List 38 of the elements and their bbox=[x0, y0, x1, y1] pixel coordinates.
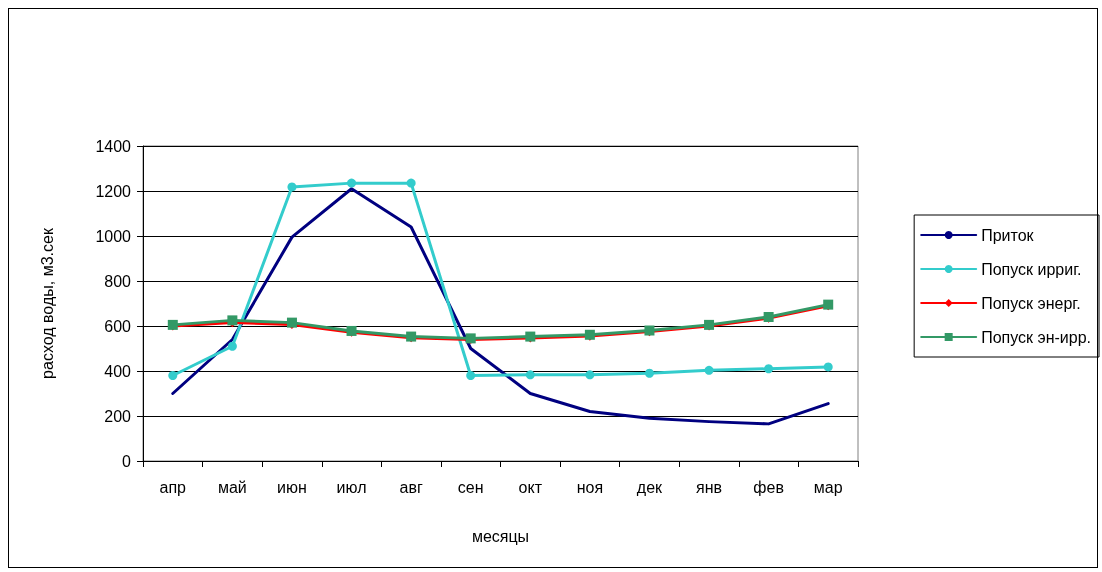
point bbox=[823, 362, 833, 372]
x-tick-label: июн bbox=[277, 478, 307, 496]
x-tick-label: авг bbox=[399, 478, 423, 496]
y-axis-title: расход воды, м3.сек bbox=[38, 227, 56, 379]
legend-label: Попуск энерг. bbox=[981, 294, 1081, 312]
point bbox=[704, 365, 714, 375]
point bbox=[585, 370, 595, 380]
legend-label: Приток bbox=[981, 226, 1035, 244]
y-tick-label: 1000 bbox=[95, 227, 132, 245]
point bbox=[525, 370, 535, 380]
y-tick-label: 0 bbox=[122, 452, 132, 470]
point bbox=[764, 364, 774, 374]
x-tick-label: апр bbox=[159, 478, 187, 496]
point bbox=[466, 371, 476, 380]
x-tick-label: окт bbox=[518, 478, 543, 496]
y-tick-label: 1400 bbox=[95, 137, 132, 155]
y-tick-label: 800 bbox=[104, 272, 132, 290]
point bbox=[168, 371, 178, 380]
x-axis-title: месяцы bbox=[471, 527, 530, 545]
x-tick-label: сен bbox=[457, 478, 484, 496]
x-tick-label: июл bbox=[336, 478, 367, 496]
legend-label: Попуск ирриг. bbox=[981, 260, 1082, 278]
x-tick-label: янв bbox=[696, 478, 723, 496]
y-tick-label: 1200 bbox=[95, 182, 132, 200]
x-tick-label: дек bbox=[636, 478, 664, 496]
x-tick-label: ноя bbox=[576, 478, 604, 496]
y-tick-label: 400 bbox=[104, 362, 132, 380]
point bbox=[347, 178, 357, 188]
x-tick-label: май bbox=[217, 478, 247, 496]
y-tick-label: 600 bbox=[104, 317, 132, 335]
point bbox=[287, 182, 297, 192]
x-tick-label: фев bbox=[753, 478, 784, 496]
point bbox=[227, 341, 237, 351]
point bbox=[406, 178, 416, 188]
point bbox=[644, 368, 654, 378]
y-tick-label: 200 bbox=[104, 407, 132, 425]
legend-label: Попуск эн-ирр. bbox=[981, 328, 1092, 346]
x-tick-label: мар bbox=[813, 478, 843, 496]
